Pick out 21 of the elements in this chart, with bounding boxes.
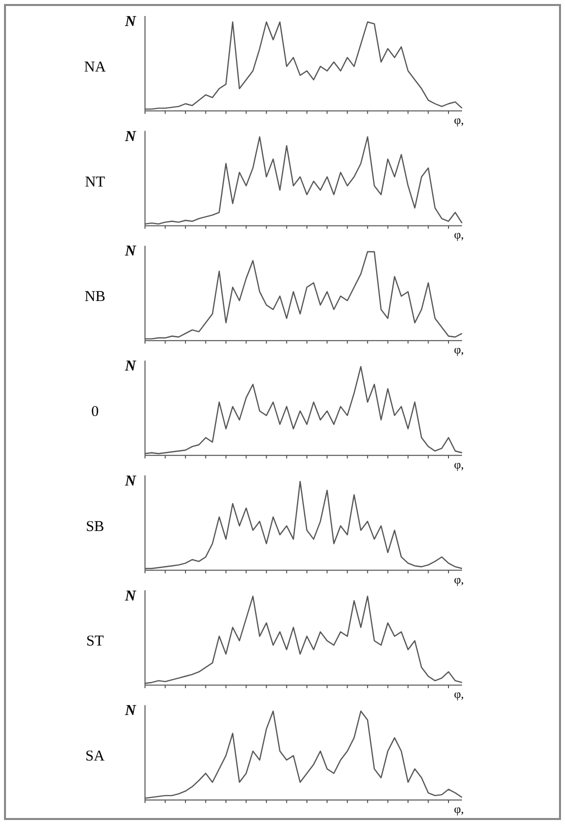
x-axis-title: φ, [454,457,464,472]
text: SB [86,518,104,535]
y-axis-title: N [124,244,137,260]
y-axis-title: N [124,473,137,490]
y-axis-title: N [124,358,137,375]
text: ST [86,634,104,650]
y-axis-title: N [124,14,137,30]
x-axis-title: φ, [454,572,464,586]
x-axis-title: φ, [454,802,464,816]
text: NT [85,174,105,190]
text: NB [84,289,106,306]
x-axis-title: φ, [454,228,464,242]
y-axis-title: N [124,128,137,145]
text: NA [84,59,106,76]
x-axis-title: φ, [454,112,464,127]
x-axis-title: φ, [454,687,464,702]
text: 0 [91,404,99,420]
y-axis-title: N [124,703,137,720]
text: SA [85,748,105,765]
y-axis-title: N [124,588,137,604]
x-axis-title: φ, [454,342,464,357]
